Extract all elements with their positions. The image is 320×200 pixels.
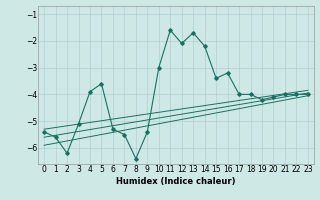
X-axis label: Humidex (Indice chaleur): Humidex (Indice chaleur)	[116, 177, 236, 186]
